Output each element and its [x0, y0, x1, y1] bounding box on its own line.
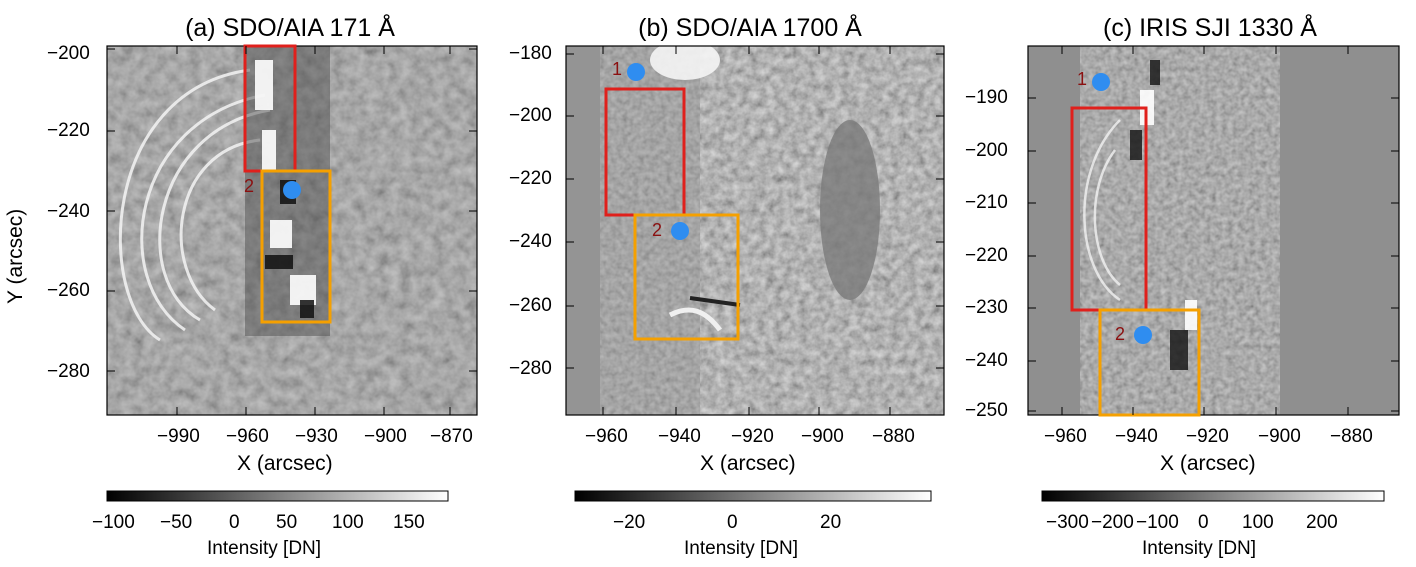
panel-c-ytick: −190: [965, 87, 1008, 108]
panel-a-xtick: −870: [430, 426, 473, 447]
panel-c-ytick: −230: [965, 297, 1008, 318]
panel-b-point-1: [627, 63, 645, 81]
panel-c-image: [1028, 46, 1399, 415]
panel-a-cbar-tick: 50: [276, 512, 298, 533]
panel-b-colorbar: [574, 490, 932, 502]
panel-c-xtick: −940: [1115, 426, 1158, 447]
panel-c-ytick: −210: [965, 192, 1008, 213]
panel-a-point-2-label: 2: [244, 176, 254, 196]
panel-b-ytick: −280: [509, 358, 552, 379]
panel-b-colorbar-label: Intensity [DN]: [684, 538, 799, 559]
panel-b-cbar-tick: 20: [820, 512, 842, 533]
panel-b-point-2-label: 2: [652, 220, 662, 240]
panel-a-xtick: −930: [295, 426, 338, 447]
panel-c-cbar-tick: 200: [1306, 512, 1338, 533]
panel-a-ytick: −280: [47, 361, 90, 382]
panel-c-point-1: [1092, 73, 1110, 91]
panel-a-title: (a) SDO/AIA 171 Å: [185, 14, 395, 42]
panel-b-cbar-tick: −20: [613, 512, 646, 533]
panel-a-cbar-tick: −100: [92, 512, 135, 533]
panel-c-point-2-label: 2: [1115, 324, 1125, 344]
panel-c-cbar-tick: −200: [1091, 512, 1134, 533]
panel-c-colorbar-label: Intensity [DN]: [1142, 538, 1257, 559]
panel-c-orange-box: [1098, 308, 1201, 417]
panel-c-title: (c) IRIS SJI 1330 Å: [1103, 14, 1317, 42]
panel-c-colorbar: [1041, 490, 1385, 502]
panel-c-xtick: −880: [1330, 426, 1373, 447]
panel-c-xtick: −900: [1258, 426, 1301, 447]
panel-b-frame: [565, 45, 945, 416]
panel-b-xtick: −900: [801, 426, 844, 447]
panel-a-xtick: −900: [364, 426, 407, 447]
panel-a-colorbar: [106, 490, 449, 502]
panel-a-cbar-tick: 150: [393, 512, 425, 533]
panel-b-orange-box: [633, 213, 740, 341]
panel-a-cbar-tick: 0: [229, 512, 240, 533]
panel-a-ytick: −260: [47, 280, 90, 301]
panel-b-xtick: −940: [658, 426, 701, 447]
panel-a-colorbar-label: Intensity [DN]: [207, 538, 322, 559]
panel-a-orange-box: [260, 169, 332, 324]
panel-a-image: [107, 46, 477, 415]
panel-c-ytick: −200: [965, 140, 1008, 161]
panel-c-cbar-tick: 0: [1198, 512, 1209, 533]
panel-c-cbar-tick: −300: [1046, 512, 1089, 533]
panel-c-ytick: −240: [965, 350, 1008, 371]
panel-a-point-2: [283, 181, 301, 199]
panel-c-point-2: [1134, 326, 1152, 344]
panel-a-cbar-tick: −50: [160, 512, 193, 533]
panel-b-point-2: [671, 222, 689, 240]
panel-a-ytick: −200: [47, 43, 90, 64]
panel-c-cbar-tick: −100: [1136, 512, 1179, 533]
panel-c-xtick: −960: [1044, 426, 1087, 447]
panel-a-ytick: −240: [47, 201, 90, 222]
panel-c-ytick: −250: [965, 400, 1008, 421]
panel-b-ytick: −220: [509, 168, 552, 189]
axis-tick-marks: [107, 46, 1399, 415]
panel-c-ytick: −220: [965, 245, 1008, 266]
panel-b-xtick: −920: [731, 426, 774, 447]
panel-c-xtick: −920: [1186, 426, 1229, 447]
panel-b-xtick: −960: [585, 426, 628, 447]
panel-b-cbar-tick: 0: [727, 512, 738, 533]
panel-b-ytick: −260: [509, 295, 552, 316]
panel-b-xtick: −880: [872, 426, 915, 447]
panel-b-image: [566, 46, 944, 415]
panel-c-cbar-tick: 100: [1242, 512, 1274, 533]
panel-a-xlabel: X (arcsec): [237, 452, 333, 475]
panel-a-xtick: −990: [157, 426, 200, 447]
panel-b-ytick: −180: [509, 43, 552, 64]
panel-b-ytick: −240: [509, 231, 552, 252]
panel-b-ytick: −200: [509, 105, 552, 126]
panel-c-frame: [1027, 45, 1400, 416]
panel-a-ytick: −220: [47, 120, 90, 141]
panel-b-point-1-label: 1: [612, 59, 622, 79]
panel-b-xlabel: X (arcsec): [700, 452, 796, 475]
panel-b-title: (b) SDO/AIA 1700 Å: [638, 14, 862, 42]
panel-c-point-1-label: 1: [1077, 69, 1087, 89]
panel-a-cbar-tick: 100: [332, 512, 364, 533]
panel-a-xtick: −960: [226, 426, 269, 447]
panel-c-xlabel: X (arcsec): [1160, 452, 1256, 475]
